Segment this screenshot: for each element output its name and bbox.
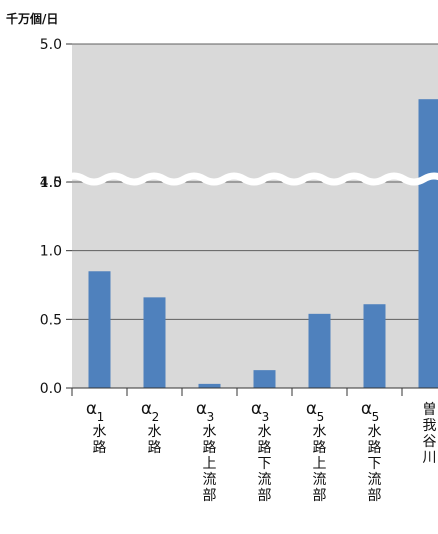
category-label-char: 水: [313, 424, 327, 440]
y-tick-label: 4.0: [40, 175, 62, 191]
bar: [89, 271, 111, 388]
bar: [254, 370, 276, 388]
category-label-char: 水: [148, 424, 162, 440]
category-label-char: 水: [93, 424, 107, 440]
category-label-char: 川: [423, 450, 437, 466]
category-label-char: 下: [368, 456, 382, 472]
y-tick-label: 0.5: [40, 312, 62, 328]
category-label-char: 流: [368, 472, 382, 488]
category-label-char: 流: [313, 472, 327, 488]
category-greek: α: [196, 399, 207, 419]
category-label-char: 下: [258, 456, 272, 472]
category-label-char: 路: [203, 440, 217, 456]
category-subscript: 5: [372, 410, 380, 424]
category-label-char: 部: [203, 488, 217, 504]
category-label-char: 水: [368, 424, 382, 440]
category-label-char: 路: [258, 440, 272, 456]
category-label-char: 谷: [423, 434, 437, 450]
category-subscript: 2: [152, 410, 160, 424]
category-subscript: 3: [207, 410, 215, 424]
category-label-char: 流: [203, 472, 217, 488]
category-label-char: 上: [203, 456, 217, 472]
category-label-char: 路: [93, 440, 107, 456]
category-subscript: 1: [97, 410, 105, 424]
y-tick-label: 0.0: [40, 381, 62, 397]
category-label-char: 路: [148, 440, 162, 456]
category-label-char: 上: [313, 456, 327, 472]
category-greek: α: [86, 399, 97, 419]
category-label-char: 部: [368, 488, 382, 504]
y-tick-label: 5.0: [40, 37, 62, 53]
category-label-char: 部: [258, 488, 272, 504]
category-subscript: 3: [262, 410, 270, 424]
category-label-char: 路: [313, 440, 327, 456]
category-greek: α: [251, 399, 262, 419]
category-greek: α: [306, 399, 317, 419]
category-label-char: 水: [203, 424, 217, 440]
category-greek: α: [361, 399, 372, 419]
category-label-char: 部: [313, 488, 327, 504]
category-label-char: 路: [368, 440, 382, 456]
bar: [144, 297, 166, 388]
category-label-char: 曽: [423, 402, 437, 418]
bar: [199, 384, 221, 388]
category-label-char: 流: [258, 472, 272, 488]
bar: [419, 99, 438, 388]
y-unit-label: 千万個/日: [6, 10, 58, 27]
bar: [309, 314, 331, 388]
category-label-char: 水: [258, 424, 272, 440]
category-label-char: 我: [423, 418, 437, 434]
bar: [364, 304, 386, 388]
y-tick-label: 1.0: [40, 244, 62, 260]
category-subscript: 5: [317, 410, 325, 424]
category-greek: α: [141, 399, 152, 419]
